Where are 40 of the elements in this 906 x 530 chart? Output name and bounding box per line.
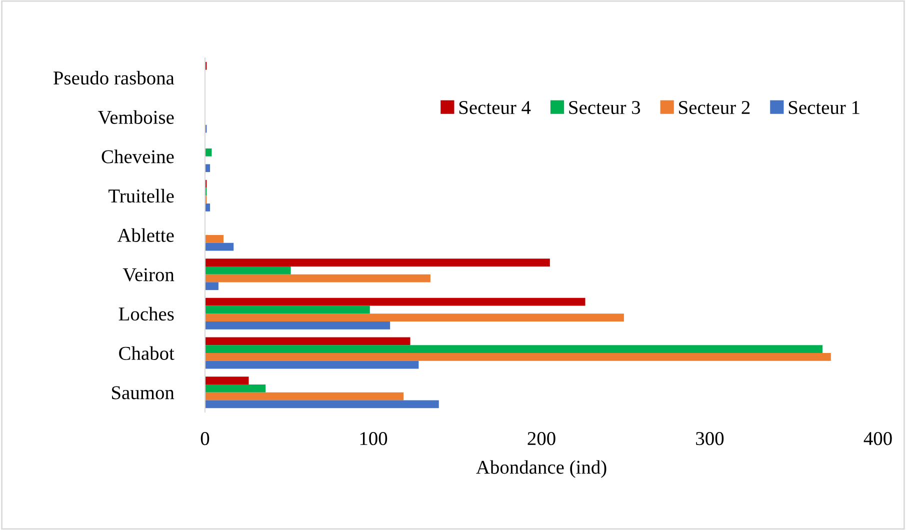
x-tick-label: 400 [864, 432, 892, 446]
bar [205, 392, 404, 400]
legend-label: Secteur 2 [679, 101, 750, 114]
bar [205, 164, 210, 172]
y-tick-label: Saumon [112, 386, 174, 400]
bar [205, 242, 234, 251]
y-tick-label: Truitelle [108, 188, 174, 203]
bar [205, 274, 430, 282]
x-tick-label: 300 [696, 432, 724, 446]
bar [205, 148, 212, 156]
y-tick-label: Chabot [119, 346, 174, 360]
bar [205, 360, 419, 369]
legend-label: Secteur 3 [569, 101, 640, 114]
x-tick-label: 100 [360, 432, 388, 446]
bar [205, 345, 822, 353]
bar [205, 258, 550, 266]
bar [205, 384, 266, 392]
bar [205, 204, 210, 212]
bar [205, 266, 291, 274]
bar [205, 306, 370, 314]
y-tick-label: Pseudo rasbona [53, 70, 174, 85]
bar [205, 314, 624, 322]
bar [205, 282, 218, 290]
bar [205, 400, 439, 408]
bar [205, 337, 410, 346]
bar [205, 298, 586, 306]
bar [205, 376, 249, 384]
y-tick-label: Vemboise [98, 110, 174, 124]
x-tick-label: 200 [528, 432, 556, 446]
bar [205, 235, 224, 243]
y-tick-label: Loches [118, 306, 174, 321]
y-tick-label: Cheveine [102, 150, 174, 164]
y-tick-label: Ablette [117, 228, 174, 242]
bar [205, 353, 831, 361]
bar [205, 322, 390, 330]
y-tick-label: Veiron [122, 268, 174, 282]
x-tick-label: 0 [200, 432, 210, 446]
legend-label: Secteur 1 [788, 101, 860, 114]
legend-label: Secteur 4 [459, 101, 531, 114]
x-axis-title: Abondance (ind) [476, 460, 606, 478]
